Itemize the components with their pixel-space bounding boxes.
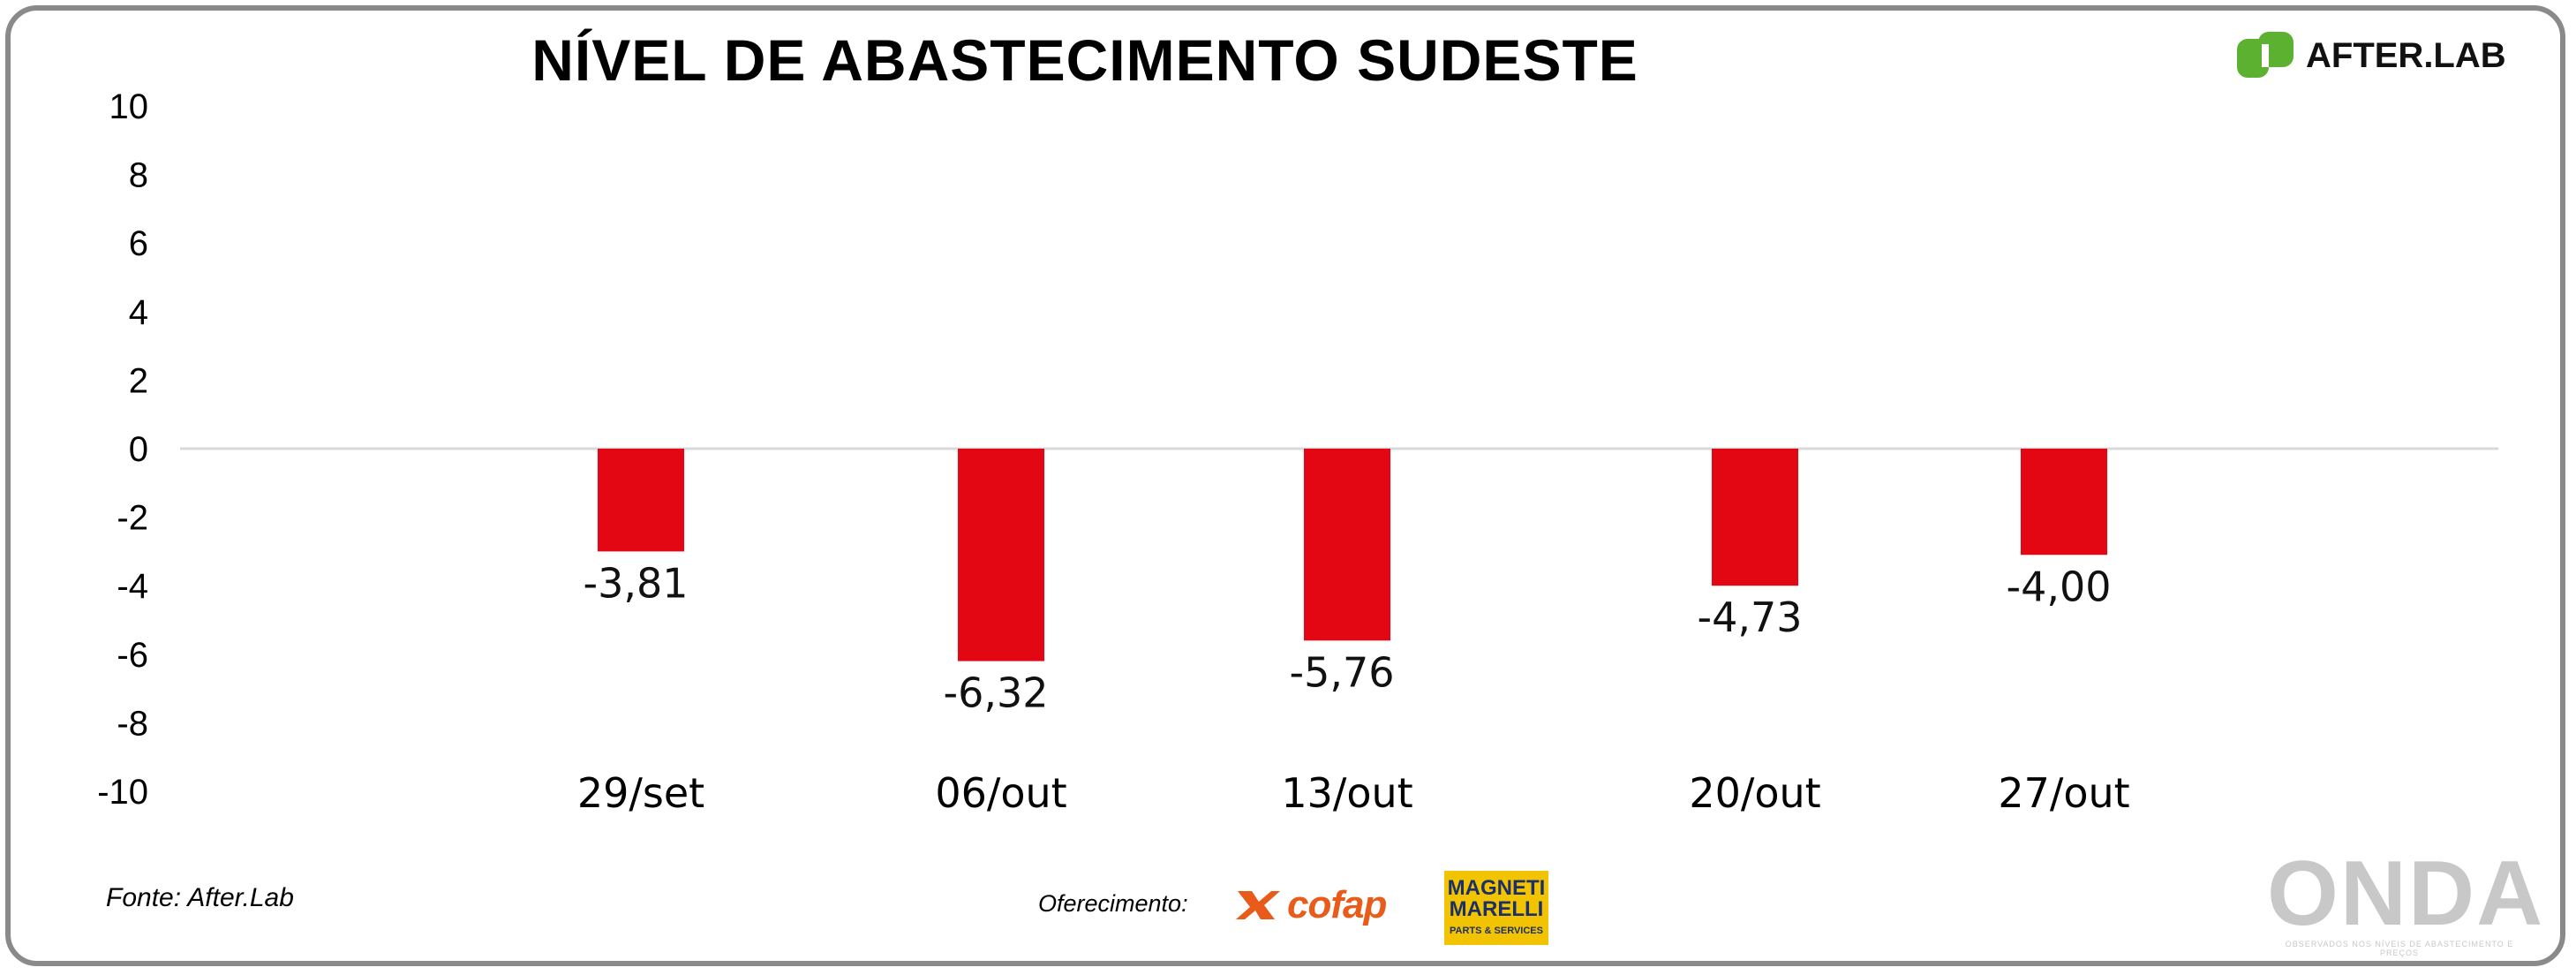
y-tick-label: -4 [117,567,148,606]
y-tick-label: 6 [129,224,148,263]
x-tick-label: 06/out [935,769,1066,817]
x-tick-label: 27/out [1998,769,2129,817]
cofap-logo: cofap [1236,883,1387,927]
y-tick-label: 2 [129,361,148,400]
data-labels: -3,81 -6,32 -5,76 -4,73 -4,00 [583,559,2111,716]
offer-label: Oferecimento: [1038,890,1188,917]
chart-title: NÍVEL DE ABASTECIMENTO SUDESTE [531,27,1638,93]
y-tick-label: -8 [117,704,148,743]
magneti-marelli-logo: MAGNETI MARELLI PARTS & SERVICES [1444,871,1548,945]
chart-frame [5,5,2565,966]
y-tick-label: 4 [129,293,148,332]
y-tick-label: -2 [117,499,148,538]
bar-13-out [1304,449,1390,641]
magneti-tagline: PARTS & SERVICES [1450,926,1543,936]
x-axis: 29/set 06/out 13/out 20/out 27/out [577,769,2130,817]
x-tick-label: 29/set [577,769,704,817]
y-tick-label: 0 [129,430,148,469]
data-label: -3,81 [583,559,688,607]
data-label: -5,76 [1289,648,1394,696]
y-tick-label: 10 [109,87,149,126]
onda-text: ONDA [2267,843,2545,945]
bar-06-out [958,449,1044,661]
cofap-logo-text: cofap [1287,883,1387,926]
data-label: -4,73 [1697,593,1802,641]
bar-29-set [598,449,684,552]
x-tick-label: 20/out [1689,769,1820,817]
magneti-line1: MAGNETI [1447,876,1546,900]
magneti-line2: MARELLI [1449,897,1544,921]
y-tick-label: -6 [117,636,148,675]
bar-27-out [2021,449,2107,556]
y-axis: 10 8 6 4 2 0 -2 -4 -6 -8 -10 [97,87,148,812]
y-tick-label: -10 [97,773,148,812]
y-tick-label: 8 [129,156,148,195]
onda-tagline: OBSERVADOS NOS NÍVEIS DE ABASTECIMENTO E… [2285,940,2514,957]
afterlab-logo: AFTER.LAB [2237,32,2506,79]
source-note: Fonte: After.Lab [106,883,294,912]
afterlab-logo-icon [2237,32,2294,78]
afterlab-logo-text: AFTER.LAB [2306,35,2506,75]
onda-watermark: ONDA OBSERVADOS NOS NÍVEIS DE ABASTECIME… [2267,843,2545,957]
x-tick-label: 13/out [1281,769,1412,817]
data-label: -6,32 [943,669,1048,717]
bar-20-out [1712,449,1798,586]
bars [598,449,2107,661]
data-label: -4,00 [2006,563,2111,610]
cofap-x-icon [1236,891,1280,919]
